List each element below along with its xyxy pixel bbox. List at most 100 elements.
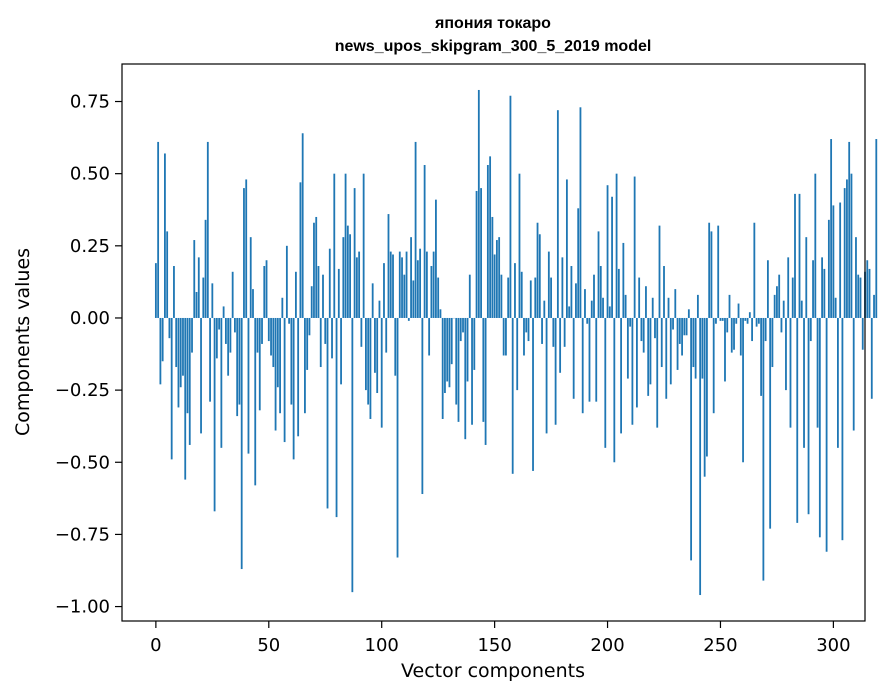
bar [439, 309, 442, 318]
bar [843, 188, 846, 318]
bar [812, 260, 814, 318]
bar [787, 257, 790, 318]
bar [685, 317, 688, 336]
bar [839, 202, 842, 318]
bar [536, 222, 539, 318]
bar [471, 317, 473, 425]
bar [209, 317, 211, 402]
bar [346, 225, 349, 318]
bar [191, 317, 193, 353]
bar [457, 317, 460, 422]
bar [588, 317, 591, 402]
bar [175, 317, 178, 368]
bar [435, 199, 437, 318]
bar [301, 133, 304, 318]
bar [193, 240, 196, 318]
bar [552, 317, 555, 347]
bar [565, 179, 568, 318]
bar [724, 317, 726, 382]
bar [374, 317, 376, 373]
bar [326, 317, 329, 509]
bar [455, 317, 458, 405]
bar [276, 317, 279, 388]
x-tick-label: 300 [816, 635, 850, 656]
y-tick-label: −0.50 [55, 452, 110, 473]
bar [640, 317, 643, 342]
bar [407, 317, 410, 321]
bar [281, 297, 284, 318]
bar [283, 317, 286, 443]
bar [464, 317, 467, 440]
y-tick-label: 0.75 [70, 92, 110, 113]
bar [360, 317, 363, 347]
bar [615, 173, 618, 318]
bar [866, 260, 869, 318]
bar [410, 237, 412, 318]
bar [660, 317, 663, 368]
bar [800, 300, 803, 318]
bar [550, 277, 552, 318]
bar [272, 317, 275, 368]
bar [809, 317, 812, 342]
bar [484, 317, 487, 445]
bar [694, 317, 697, 379]
bar [509, 95, 512, 318]
plot-frame [121, 63, 866, 622]
bar [186, 317, 189, 414]
bar [495, 240, 498, 318]
bar [543, 300, 546, 318]
bar [477, 89, 480, 318]
bar [333, 173, 336, 318]
bar [665, 317, 668, 399]
bar [489, 156, 492, 318]
bar [482, 317, 485, 422]
bar [717, 225, 720, 318]
x-tick-label: 100 [365, 635, 399, 656]
bar [188, 317, 191, 445]
bar [335, 317, 338, 518]
bar [751, 317, 753, 342]
bar [184, 317, 187, 480]
bar [706, 317, 708, 457]
bar [170, 317, 173, 460]
bar [349, 234, 351, 318]
y-tick-label: −0.75 [55, 524, 110, 545]
bar [202, 277, 205, 318]
bar [446, 317, 449, 382]
bar [597, 231, 600, 318]
bar [258, 317, 261, 411]
bar [493, 254, 496, 318]
bar [746, 317, 749, 324]
bar [279, 317, 281, 414]
bar [676, 317, 679, 370]
bar [620, 317, 622, 434]
bar [525, 317, 528, 333]
bar [791, 277, 794, 318]
bars-group [154, 89, 878, 596]
bar [692, 317, 695, 368]
bar [631, 317, 634, 425]
bar [859, 277, 862, 318]
bar [344, 173, 347, 318]
bar [448, 317, 451, 388]
bar [516, 317, 519, 391]
bar [611, 196, 613, 318]
bar [322, 274, 324, 318]
bar [570, 266, 573, 318]
bar [288, 317, 291, 324]
bar [306, 317, 309, 370]
y-axis-ticks: 0.75 0.50 0.25 0.00 −0.25 −0.50 −0.75 −1.00 [55, 92, 122, 618]
bar [265, 260, 268, 318]
bar [739, 317, 742, 356]
bar [261, 317, 263, 344]
bar [328, 248, 331, 318]
bar [696, 294, 699, 318]
bar [177, 317, 180, 408]
bar [629, 317, 632, 327]
bar [541, 317, 543, 344]
bar [310, 286, 313, 318]
bar [254, 317, 257, 486]
bar [803, 317, 805, 448]
bar [608, 306, 611, 318]
